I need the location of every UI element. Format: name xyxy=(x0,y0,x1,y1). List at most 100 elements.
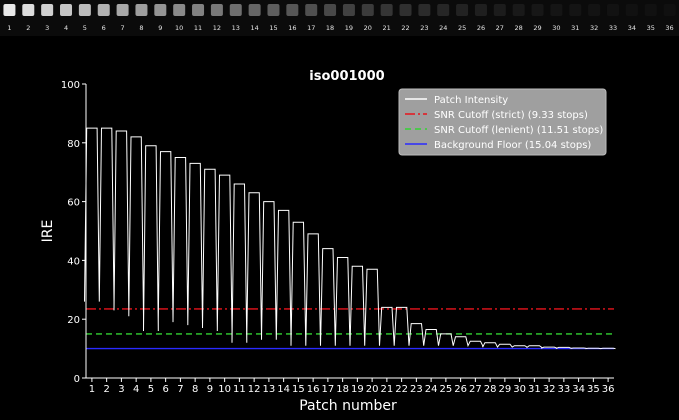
legend-label-3: Background Floor (15.04 stops) xyxy=(434,140,591,151)
x-tick-label-8: 8 xyxy=(192,384,198,395)
strip-label-27: 27 xyxy=(496,24,504,32)
strip-patch-27 xyxy=(493,4,506,16)
y-tick-label-60: 60 xyxy=(67,198,80,209)
x-tick-label-24: 24 xyxy=(425,384,438,395)
strip-patch-36 xyxy=(663,4,676,16)
strip-label-31: 31 xyxy=(571,24,579,32)
strip-patch-15 xyxy=(267,4,280,16)
x-tick-label-32: 32 xyxy=(543,384,556,395)
strip-label-4: 4 xyxy=(64,24,68,32)
x-tick-label-36: 36 xyxy=(602,384,615,395)
x-tick-label-5: 5 xyxy=(148,384,154,395)
x-tick-label-17: 17 xyxy=(322,384,335,395)
strip-label-18: 18 xyxy=(326,24,334,32)
strip-label-35: 35 xyxy=(647,24,655,32)
x-tick-label-30: 30 xyxy=(513,384,526,395)
strip-label-20: 20 xyxy=(364,24,372,32)
strip-label-17: 17 xyxy=(307,24,315,32)
x-tick-label-4: 4 xyxy=(133,384,139,395)
x-tick-label-22: 22 xyxy=(395,384,408,395)
strip-label-25: 25 xyxy=(458,24,466,32)
strip-patch-21 xyxy=(380,4,393,16)
strip-label-23: 23 xyxy=(420,24,428,32)
strip-patch-5 xyxy=(78,4,91,16)
y-tick-label-0: 0 xyxy=(74,374,80,385)
strip-label-26: 26 xyxy=(477,24,485,32)
strip-label-28: 28 xyxy=(515,24,523,32)
strip-label-9: 9 xyxy=(158,24,162,32)
strip-patch-2 xyxy=(22,4,35,16)
strip-patch-32 xyxy=(588,4,601,16)
patch-intensity-line xyxy=(84,127,616,350)
patch-strip-layer: 1 2 3 4 5 6 7 8 9 10 11 12 13 14 15 16 17 18 19 20 21 22 23 24 2… xyxy=(3,4,676,32)
strip-label-5: 5 xyxy=(83,24,87,32)
strip-label-22: 22 xyxy=(401,24,409,32)
x-tick-label-19: 19 xyxy=(351,384,364,395)
x-tick-label-12: 12 xyxy=(248,384,261,395)
x-tick-label-26: 26 xyxy=(454,384,467,395)
legend-box xyxy=(398,88,607,156)
strip-label-15: 15 xyxy=(269,24,277,32)
legend-label-2: SNR Cutoff (lenient) (11.51 stops) xyxy=(434,125,603,136)
strip-patch-26 xyxy=(474,4,487,16)
strip-patch-11 xyxy=(192,4,205,16)
strip-patch-30 xyxy=(550,4,563,16)
x-axis-label: Patch number xyxy=(299,398,397,414)
y-tick-label-80: 80 xyxy=(67,139,80,150)
plot-area xyxy=(84,127,616,350)
strip-label-33: 33 xyxy=(609,24,617,32)
strip-patch-16 xyxy=(286,4,299,16)
x-tick-label-20: 20 xyxy=(366,384,379,395)
y-tick-label-20: 20 xyxy=(67,315,80,326)
strip-patch-31 xyxy=(569,4,582,16)
strip-patch-9 xyxy=(154,4,167,16)
strip-patch-14 xyxy=(248,4,261,16)
x-tick-label-35: 35 xyxy=(587,384,600,395)
strip-patch-1 xyxy=(3,4,16,16)
legend-label-1: SNR Cutoff (strict) (9.33 stops) xyxy=(434,110,588,121)
chart-title: iso001000 xyxy=(309,69,384,84)
x-tick-label-21: 21 xyxy=(381,384,394,395)
strip-label-3: 3 xyxy=(45,24,49,32)
x-tick-label-33: 33 xyxy=(557,384,570,395)
strip-patch-13 xyxy=(229,4,242,16)
x-tick-label-14: 14 xyxy=(277,384,290,395)
strip-label-34: 34 xyxy=(628,24,636,32)
x-tick-label-31: 31 xyxy=(528,384,541,395)
x-tick-label-28: 28 xyxy=(484,384,497,395)
strip-patch-20 xyxy=(361,4,374,16)
x-tick-label-16: 16 xyxy=(307,384,320,395)
x-tick-label-2: 2 xyxy=(103,384,109,395)
strip-label-10: 10 xyxy=(175,24,183,32)
strip-label-21: 21 xyxy=(383,24,391,32)
x-tick-label-11: 11 xyxy=(233,384,246,395)
strip-patch-35 xyxy=(644,4,657,16)
y-axis-label: IRE xyxy=(40,220,56,243)
strip-patch-17 xyxy=(305,4,318,16)
y-tick-label-100: 100 xyxy=(61,80,80,91)
strip-label-19: 19 xyxy=(345,24,353,32)
strip-patch-4 xyxy=(60,4,73,16)
x-tick-label-23: 23 xyxy=(410,384,423,395)
strip-patch-24 xyxy=(437,4,450,16)
x-tick-label-7: 7 xyxy=(177,384,183,395)
strip-label-24: 24 xyxy=(439,24,447,32)
strip-patch-28 xyxy=(512,4,525,16)
x-tick-label-13: 13 xyxy=(263,384,276,395)
x-tick-label-34: 34 xyxy=(572,384,585,395)
x-tick-label-6: 6 xyxy=(162,384,168,395)
strip-label-1: 1 xyxy=(7,24,11,32)
strip-patch-12 xyxy=(210,4,223,16)
strip-label-14: 14 xyxy=(250,24,258,32)
x-tick-label-18: 18 xyxy=(336,384,349,395)
strip-label-16: 16 xyxy=(288,24,296,32)
x-tick-label-15: 15 xyxy=(292,384,305,395)
legend: Patch Intensity SNR Cutoff (strict) (9.33… xyxy=(398,88,607,156)
y-tick-label-40: 40 xyxy=(67,256,80,267)
x-tick-label-3: 3 xyxy=(118,384,124,395)
strip-label-6: 6 xyxy=(102,24,106,32)
strip-label-11: 11 xyxy=(194,24,202,32)
strip-label-30: 30 xyxy=(552,24,560,32)
